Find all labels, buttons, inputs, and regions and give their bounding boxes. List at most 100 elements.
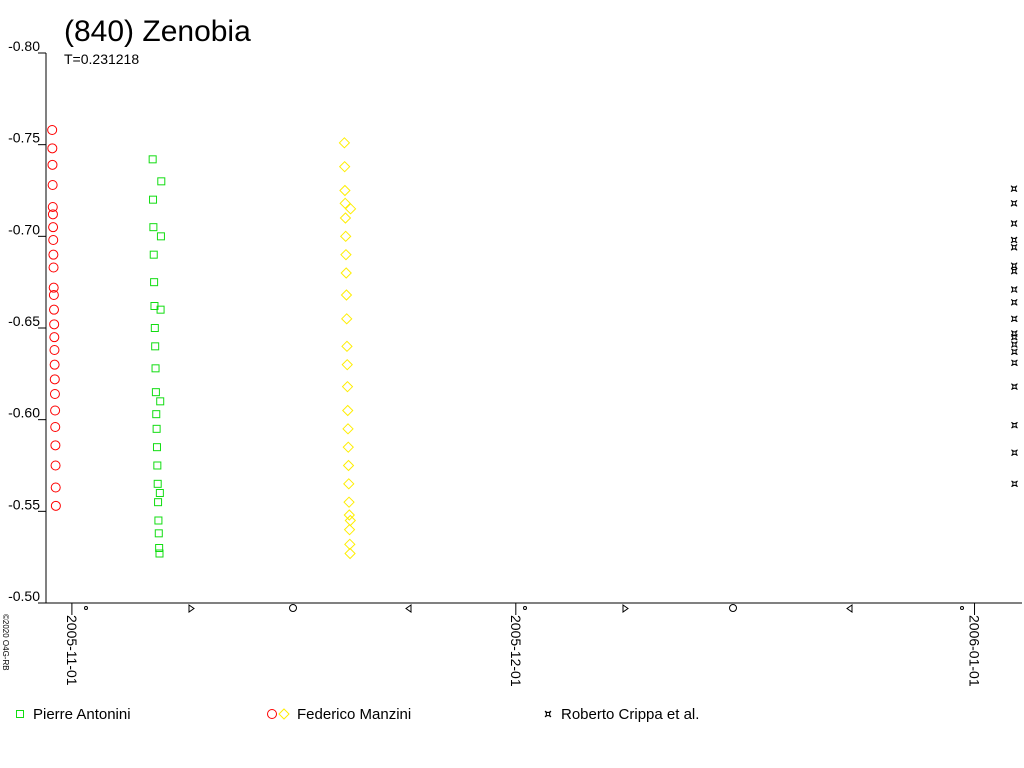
point	[1010, 220, 1018, 227]
y-tick-label: -0.75	[8, 130, 40, 146]
point	[155, 549, 164, 558]
point	[149, 250, 158, 259]
point	[48, 249, 59, 260]
y-tick-label: -0.65	[8, 313, 40, 329]
legend-symbol	[267, 709, 277, 719]
point	[150, 324, 159, 332]
point	[151, 388, 160, 397]
point	[49, 332, 60, 343]
point	[1010, 236, 1018, 244]
point	[155, 544, 164, 552]
point	[344, 547, 356, 560]
point	[47, 143, 58, 154]
point	[339, 230, 352, 243]
point	[343, 509, 355, 521]
point	[149, 223, 158, 232]
point	[48, 282, 59, 293]
y-tick-label: -0.60	[8, 405, 40, 421]
point	[154, 498, 163, 507]
point	[49, 374, 60, 385]
point	[49, 304, 60, 315]
point	[341, 358, 353, 371]
chart-subtitle: T=0.231218	[64, 51, 139, 67]
point	[156, 305, 165, 314]
point	[156, 397, 165, 406]
point	[340, 267, 352, 279]
point	[154, 529, 163, 538]
point	[154, 516, 163, 525]
point	[338, 137, 351, 149]
x-tick-label: 2005-12-01	[508, 615, 524, 687]
point	[1011, 348, 1018, 356]
point	[50, 500, 61, 511]
point	[151, 364, 160, 373]
point	[48, 222, 59, 233]
point	[344, 203, 357, 215]
legend-symbol	[278, 708, 290, 720]
point	[157, 177, 166, 186]
point	[1011, 480, 1018, 488]
point	[148, 155, 157, 164]
legend-symbol	[544, 710, 552, 718]
point	[1011, 359, 1018, 367]
point	[47, 180, 58, 190]
point	[1010, 298, 1018, 306]
legend-label: Roberto Crippa et al.	[561, 706, 699, 723]
point	[49, 389, 60, 399]
point	[339, 212, 352, 224]
point	[50, 460, 61, 471]
legend-label: Federico Manzini	[297, 706, 411, 723]
y-tick-label: -0.55	[8, 496, 40, 512]
point	[50, 482, 61, 493]
point	[1010, 199, 1018, 207]
point	[47, 125, 58, 135]
point	[156, 232, 165, 241]
point	[1010, 243, 1018, 251]
point	[50, 405, 61, 416]
point	[1010, 286, 1018, 293]
point	[1011, 383, 1018, 391]
point	[344, 514, 357, 527]
point	[48, 262, 59, 273]
point	[149, 195, 158, 204]
x-tick-label: 2005-11-01	[64, 615, 80, 686]
point	[153, 479, 162, 488]
point	[342, 423, 354, 435]
point	[151, 342, 160, 351]
point	[342, 404, 354, 417]
point	[1010, 267, 1018, 275]
point	[1011, 449, 1018, 457]
point	[1010, 262, 1018, 270]
point	[155, 489, 164, 497]
point	[47, 159, 58, 170]
point	[343, 523, 356, 536]
point	[152, 443, 161, 452]
point	[339, 184, 351, 197]
point	[341, 313, 353, 325]
point	[150, 278, 159, 287]
point	[1011, 421, 1018, 429]
point	[338, 160, 351, 173]
point	[152, 424, 161, 433]
point	[339, 197, 351, 210]
point	[342, 441, 354, 453]
point	[341, 380, 354, 393]
point	[152, 410, 161, 419]
moon-phases	[84, 604, 964, 613]
legend-label: Pierre Antonini	[33, 706, 131, 723]
point	[1010, 341, 1018, 348]
x-tick-label: 2006-01-01	[967, 615, 983, 687]
point	[1010, 333, 1018, 341]
y-tick-label: -0.50	[8, 588, 40, 604]
point	[49, 345, 60, 355]
point	[342, 459, 355, 472]
point	[49, 359, 60, 370]
point	[48, 290, 59, 300]
point	[153, 461, 162, 470]
point	[49, 319, 60, 330]
point	[50, 440, 61, 451]
copyright: ©2020 O4G-RB	[1, 614, 10, 671]
point	[343, 496, 355, 508]
point	[1010, 315, 1018, 323]
